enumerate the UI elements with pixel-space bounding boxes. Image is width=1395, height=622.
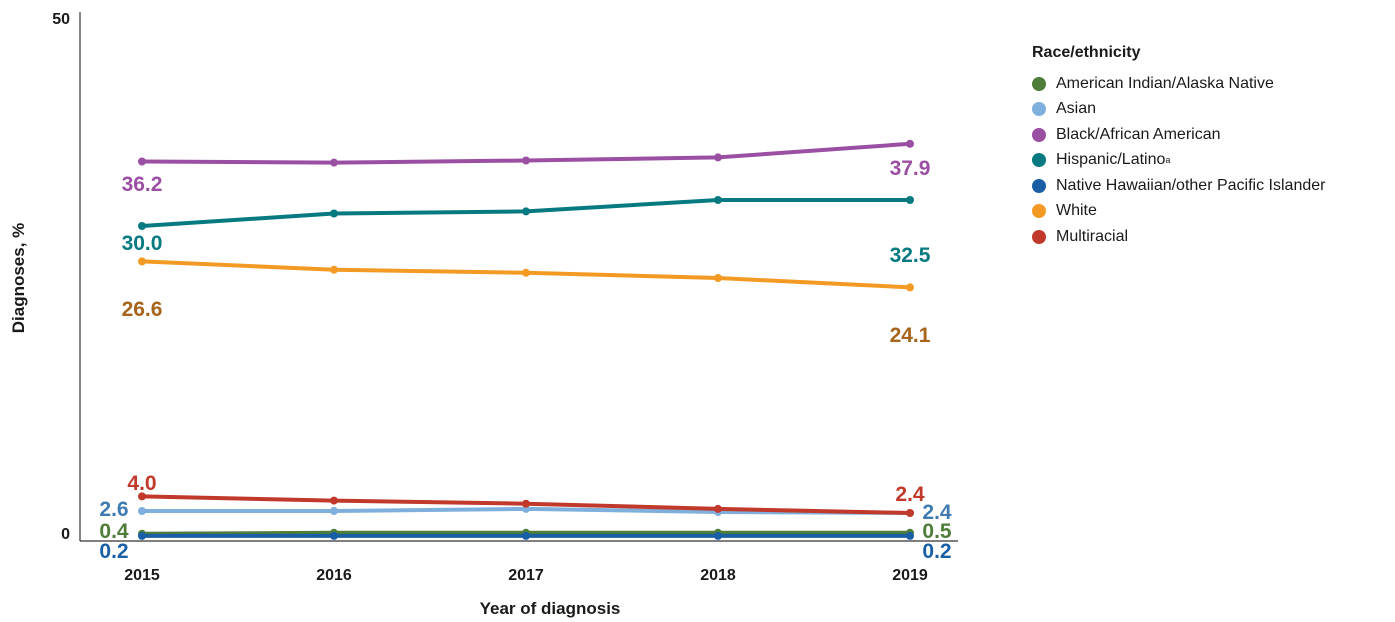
data-point: [330, 531, 338, 540]
data-point: [714, 274, 722, 282]
series-2: [138, 139, 914, 167]
y-tick-label-top: 50: [52, 11, 70, 28]
legend-item: Asian: [1032, 97, 1325, 123]
data-point: [906, 283, 914, 292]
data-point: [522, 207, 530, 216]
legend-label: Native Hawaiian/other Pacific Islander: [1056, 176, 1326, 194]
series-3: [138, 196, 914, 230]
series-5: [138, 257, 914, 292]
x-tick-label: 2019: [892, 567, 928, 584]
legend-item: Multiracial: [1032, 224, 1325, 250]
data-label: 26.6: [122, 298, 163, 321]
series-4: [138, 531, 914, 540]
legend-items: American Indian/Alaska Native Asian Black/…: [1032, 71, 1325, 250]
data-point: [714, 504, 722, 513]
legend-swatch: [1032, 102, 1046, 117]
data-point: [522, 156, 530, 165]
data-labels: 0.4 0.5 2.6 2.4 36.2 37.9 30.0 32.5 0.2 0.2 26.6 24…: [99, 157, 952, 563]
data-point: [138, 492, 146, 501]
legend-label: Multiracial: [1056, 227, 1129, 245]
data-label: 0.5: [922, 520, 952, 543]
y-tick-label-bottom: 0: [61, 526, 70, 543]
series-6: [138, 492, 914, 517]
data-point: [522, 499, 530, 508]
data-label: 36.2: [122, 173, 163, 196]
data-label: 0.2: [99, 540, 128, 563]
legend-footnote-marker: a: [1165, 155, 1171, 166]
data-point: [522, 531, 530, 540]
x-tick-label: 2015: [124, 567, 160, 584]
axes: 50 0 Year of diagnosis Diagnoses, %: [9, 11, 958, 618]
legend-swatch: [1032, 76, 1046, 91]
legend-item: White: [1032, 199, 1325, 225]
data-point: [906, 139, 914, 148]
legend-swatch: [1032, 127, 1046, 142]
data-label: 2.4: [922, 501, 952, 524]
data-label: 30.0: [122, 232, 163, 255]
data-point: [138, 157, 146, 166]
legend-label: White: [1056, 202, 1097, 220]
data-label: 37.9: [890, 157, 931, 180]
data-point: [330, 507, 338, 515]
legend-swatch: [1032, 229, 1046, 244]
legend-item: American Indian/Alaska Native: [1032, 71, 1325, 97]
legend-swatch: [1032, 178, 1046, 193]
x-axis-title: Year of diagnosis: [480, 599, 621, 618]
legend-label: American Indian/Alaska Native: [1056, 74, 1274, 92]
data-point: [330, 496, 338, 505]
data-point: [138, 222, 146, 230]
legend: Race/ethnicity American Indian/Alaska Na…: [1032, 44, 1325, 250]
data-label: 32.5: [890, 244, 931, 267]
x-tick-label: 2018: [700, 567, 736, 584]
legend-swatch: [1032, 204, 1046, 219]
legend-title: Race/ethnicity: [1032, 44, 1141, 61]
data-point: [714, 153, 722, 162]
data-label: 4.0: [127, 472, 156, 495]
data-point: [330, 265, 338, 274]
legend-item: Black/African American: [1032, 122, 1325, 148]
legend-label: Hispanic/Latino: [1056, 151, 1166, 169]
data-label: 0.4: [99, 520, 129, 543]
data-point: [138, 531, 146, 540]
data-label: 0.2: [922, 540, 951, 563]
data-point: [906, 196, 914, 204]
data-point: [522, 268, 530, 277]
data-label: 2.6: [99, 498, 128, 521]
data-point: [714, 531, 722, 540]
data-label: 24.1: [890, 324, 931, 347]
data-point: [138, 507, 146, 515]
data-point: [138, 257, 146, 266]
data-point: [330, 209, 338, 218]
legend-label: Asian: [1056, 100, 1097, 118]
x-tick-labels: 2015 2016 2017 2018 2019: [124, 567, 928, 584]
legend-label: Black/African American: [1056, 125, 1221, 143]
data-point: [330, 158, 338, 167]
series-layer: [138, 139, 914, 540]
data-label: 2.4: [895, 483, 925, 506]
x-tick-label: 2017: [508, 567, 544, 584]
legend-swatch: [1032, 153, 1046, 168]
y-axis-title: Diagnoses, %: [9, 223, 28, 334]
data-point: [714, 196, 722, 204]
legend-item: Hispanic/Latino a: [1032, 148, 1325, 174]
data-point: [906, 531, 914, 540]
x-tick-label: 2016: [316, 567, 352, 584]
data-point: [906, 509, 914, 517]
legend-item: Native Hawaiian/other Pacific Islander: [1032, 173, 1325, 199]
